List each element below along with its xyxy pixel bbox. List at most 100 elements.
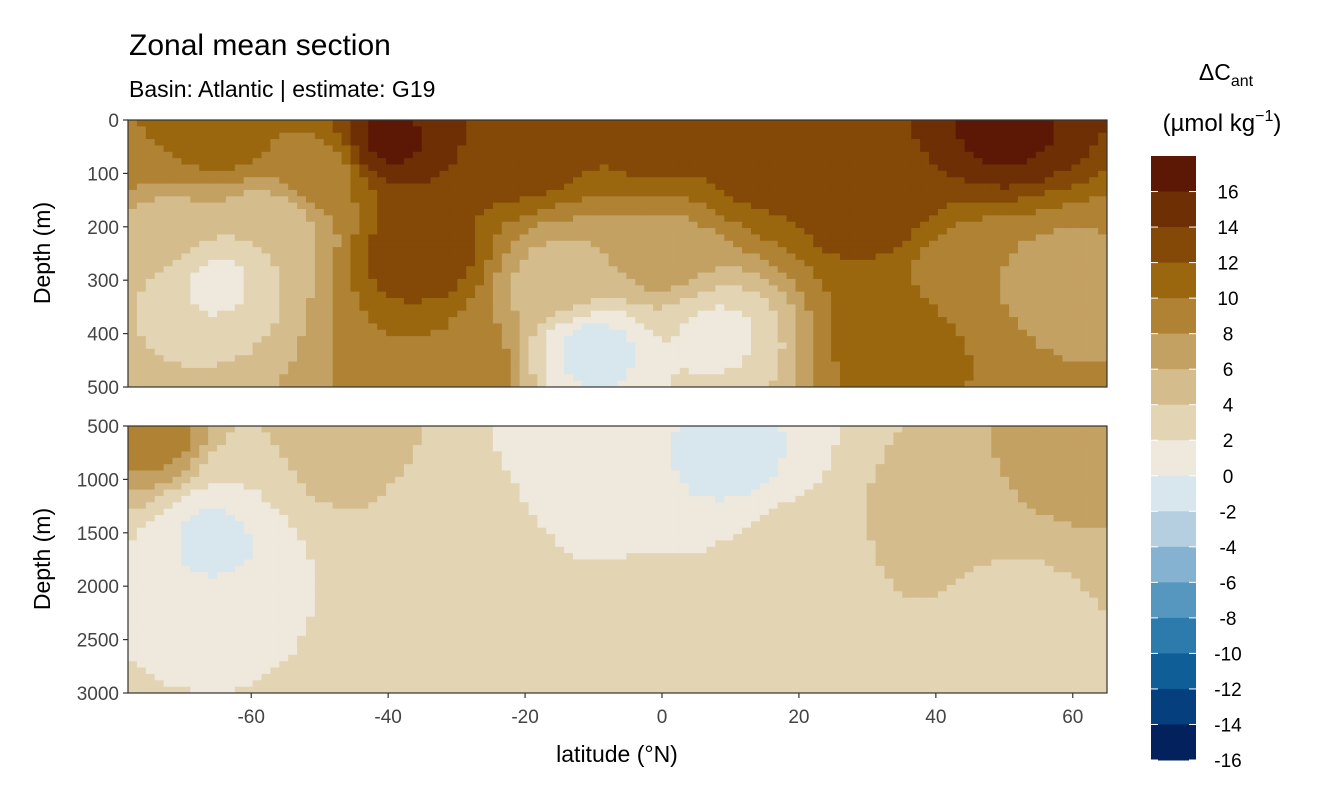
field-cell bbox=[1089, 234, 1099, 242]
field-cell bbox=[386, 183, 396, 191]
field-cell bbox=[270, 272, 280, 280]
field-cell bbox=[1098, 170, 1107, 178]
field-cell bbox=[964, 374, 975, 382]
field-cell bbox=[546, 164, 556, 172]
field-cell bbox=[768, 380, 779, 387]
field-cell bbox=[946, 374, 957, 382]
field-cell bbox=[982, 355, 992, 363]
field-cell bbox=[1053, 209, 1064, 216]
field-cell bbox=[466, 291, 476, 299]
field-cell bbox=[617, 145, 627, 153]
field-cell bbox=[893, 355, 903, 363]
field-cell bbox=[751, 285, 761, 293]
field-cell bbox=[350, 310, 360, 318]
field-cell bbox=[715, 361, 725, 369]
field-cell bbox=[466, 145, 476, 153]
field-cell bbox=[911, 278, 921, 286]
field-cell bbox=[136, 304, 147, 312]
field-cell bbox=[234, 259, 245, 267]
field-cell bbox=[225, 272, 236, 280]
field-cell bbox=[306, 151, 316, 159]
field-cell bbox=[724, 278, 734, 286]
field-cell bbox=[377, 139, 387, 147]
field-cell bbox=[751, 259, 761, 267]
field-cell bbox=[893, 266, 903, 274]
field-cell bbox=[190, 151, 200, 159]
field-cell bbox=[1009, 323, 1019, 331]
field-cell bbox=[288, 259, 298, 267]
field-cell bbox=[973, 240, 983, 248]
field-cell bbox=[136, 272, 147, 280]
field-cell bbox=[421, 240, 432, 248]
field-cell bbox=[501, 120, 512, 127]
field-cell bbox=[644, 304, 654, 312]
field-cell bbox=[395, 367, 405, 375]
field-cell bbox=[1026, 329, 1037, 337]
field-cell bbox=[145, 476, 156, 484]
field-cell bbox=[929, 253, 939, 261]
field-cell bbox=[573, 164, 583, 172]
field-cell bbox=[172, 476, 182, 484]
field-cell bbox=[751, 348, 761, 356]
field-cell bbox=[920, 266, 930, 274]
field-cell bbox=[528, 253, 538, 261]
y-tick-label: 100 bbox=[87, 164, 119, 185]
field-cell bbox=[190, 495, 200, 503]
field-cell bbox=[537, 247, 547, 255]
field-cell bbox=[270, 285, 280, 293]
field-cell bbox=[403, 240, 414, 248]
field-cell bbox=[635, 170, 645, 178]
field-cell bbox=[840, 120, 850, 127]
field-cell bbox=[128, 654, 138, 662]
field-cell bbox=[564, 228, 574, 236]
field-cell bbox=[617, 139, 627, 147]
field-cell bbox=[501, 234, 512, 242]
field-cell bbox=[564, 240, 574, 248]
field-cell bbox=[688, 317, 699, 325]
field-cell bbox=[243, 348, 254, 356]
field-cell bbox=[359, 164, 369, 172]
field-cell bbox=[795, 170, 805, 178]
field-cell bbox=[270, 298, 280, 305]
field-cell bbox=[225, 145, 236, 153]
field-cell bbox=[377, 266, 387, 274]
field-cell bbox=[439, 317, 449, 325]
field-cell bbox=[893, 380, 903, 387]
field-cell bbox=[386, 259, 396, 267]
field-cell bbox=[154, 572, 165, 580]
field-cell bbox=[777, 151, 788, 159]
field-cell bbox=[813, 215, 823, 223]
field-cell bbox=[288, 329, 298, 337]
field-cell bbox=[252, 151, 263, 159]
field-cell bbox=[1053, 361, 1064, 369]
field-cell bbox=[706, 234, 716, 242]
field-cell bbox=[590, 183, 601, 191]
field-cell bbox=[1044, 221, 1055, 229]
field-cell bbox=[145, 565, 156, 573]
field-cell bbox=[626, 323, 636, 331]
field-cell bbox=[902, 234, 912, 242]
field-cell bbox=[1089, 374, 1099, 382]
field-cell bbox=[501, 183, 512, 191]
field-cell bbox=[751, 145, 761, 153]
field-cell bbox=[955, 342, 966, 350]
field-cell bbox=[653, 361, 663, 369]
field-cell bbox=[929, 177, 939, 185]
field-cell bbox=[670, 310, 681, 318]
field-cell bbox=[145, 445, 156, 453]
field-cell bbox=[644, 126, 654, 134]
field-cell bbox=[181, 367, 191, 375]
field-cell bbox=[866, 145, 877, 153]
field-cell bbox=[430, 266, 441, 274]
field-cell bbox=[128, 457, 138, 465]
field-cell bbox=[439, 228, 449, 236]
field-cell bbox=[395, 374, 405, 382]
field-cell bbox=[261, 355, 271, 363]
field-cell bbox=[457, 158, 467, 166]
field-cell bbox=[706, 329, 716, 337]
field-cell bbox=[279, 342, 289, 350]
field-cell bbox=[911, 158, 921, 166]
field-cell bbox=[733, 329, 743, 337]
field-cell bbox=[768, 228, 779, 236]
field-cell bbox=[768, 259, 779, 267]
